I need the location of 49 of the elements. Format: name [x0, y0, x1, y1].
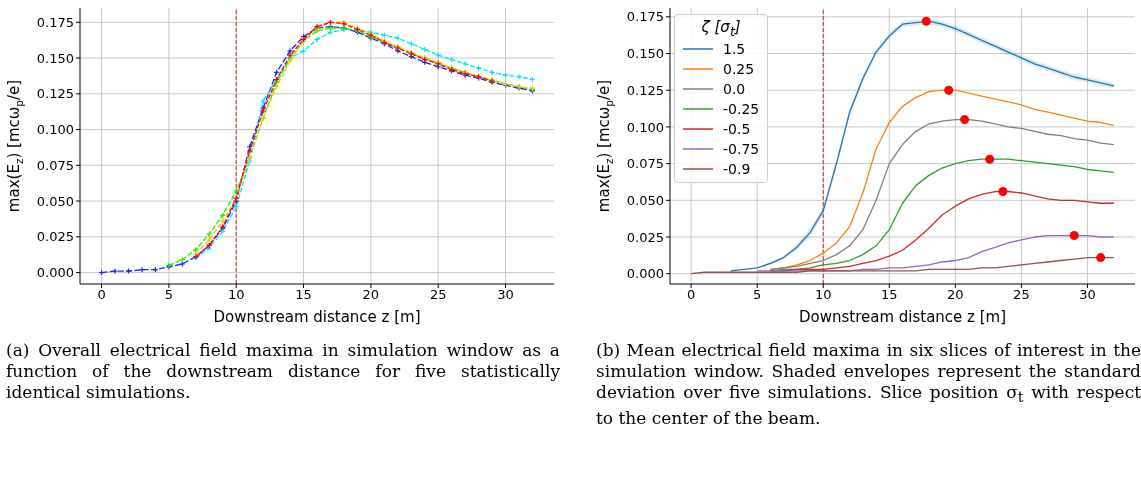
y-tick-label: 0.125: [626, 82, 664, 98]
x-tick-label: 30: [1079, 287, 1096, 303]
x-tick-label: 15: [881, 287, 898, 303]
legend-label: -0.25: [723, 101, 760, 117]
text: (a) Overall electrical field maxima in simulation window as a function of the downstream distance for five statistically identical simulations.: [6, 340, 560, 403]
x-tick-label: 10: [227, 287, 245, 303]
y-tick-label: 0.050: [36, 193, 74, 209]
legend-label: 0.25: [723, 61, 755, 77]
y-tick-label: 0.125: [36, 86, 74, 102]
y-tick-label: 0.050: [626, 192, 664, 208]
y-tick-label: 0.175: [626, 9, 664, 25]
x-tick-label: 15: [295, 287, 312, 303]
y-tick-label: 0.100: [36, 122, 74, 138]
x-tick-label: 25: [1013, 287, 1030, 303]
point: [944, 85, 954, 95]
y-tick-label: 0.075: [36, 157, 74, 173]
x-tick-label: 5: [753, 287, 762, 303]
y-tick-label: 0.075: [626, 156, 664, 172]
legend-label: -0.5: [723, 121, 751, 137]
legend-label: 1.5: [723, 41, 746, 57]
y-tick-label: 0.150: [626, 46, 664, 62]
point: [1096, 253, 1106, 263]
legend-label: 0.0: [723, 81, 746, 97]
y-tick-label: 0.000: [36, 265, 74, 281]
x-axis-title: Downstream distance z [m]: [213, 308, 421, 326]
point: [998, 187, 1008, 197]
legend-title: ζ [σ$_{t}$]: [700, 18, 742, 39]
legend-label: -0.9: [723, 161, 751, 177]
x-axis-title: Downstream distance z [m]: [798, 308, 1007, 326]
text: (b) Mean electrical field maxima in six slices of interest in the simulation window. Shaded envelopes represent the standard deviation over five simulations. Slice position σ$_{t}$ with respect to the center of the beam.: [596, 340, 1141, 429]
point: [960, 115, 970, 125]
x-tick-label: 5: [164, 287, 174, 303]
x-tick-label: 25: [429, 287, 447, 303]
legend-label: -0.75: [723, 141, 760, 157]
x-tick-label: 0: [687, 287, 696, 303]
y-tick-label: 0.025: [36, 229, 74, 245]
point: [985, 154, 995, 164]
x-tick-label: 20: [362, 287, 380, 303]
point: [1069, 231, 1079, 241]
x-tick-label: 10: [814, 287, 832, 303]
y-tick-label: 0.000: [626, 266, 664, 282]
y-tick-label: 0.150: [36, 50, 74, 66]
y-tick-label: 0.100: [626, 119, 664, 135]
x-tick-label: 20: [947, 287, 964, 303]
point: [921, 16, 931, 26]
y-tick-label: 0.175: [36, 14, 74, 30]
x-tick-label: 0: [97, 287, 106, 303]
y-tick-label: 0.025: [626, 229, 664, 245]
x-tick-label: 30: [497, 287, 514, 303]
